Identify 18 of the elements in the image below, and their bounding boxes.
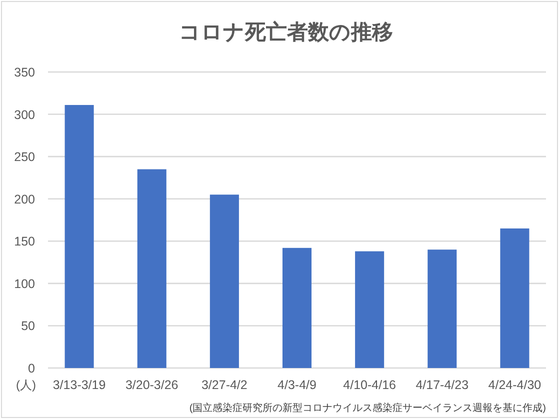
x-tick-label: 3/20-3/26 bbox=[125, 378, 178, 392]
ylabel: (人) bbox=[16, 378, 36, 392]
y-tick-label: 150 bbox=[14, 234, 36, 249]
x-tick-label: 4/17-4/23 bbox=[416, 378, 469, 392]
y-tick-label: 100 bbox=[14, 276, 36, 291]
y-tick-label: 200 bbox=[14, 192, 36, 206]
y-tick-label: 50 bbox=[21, 319, 36, 334]
x-tick-label: 3/13-3/19 bbox=[52, 378, 106, 392]
y-tick-label: 350 bbox=[14, 66, 36, 80]
title: コロナ死亡者数の推移 bbox=[179, 21, 393, 44]
x-tick-label: 4/10-4/16 bbox=[343, 378, 396, 392]
x-tick-label: 4/3-4/9 bbox=[278, 378, 317, 392]
x-tick-label: 4/24-4/30 bbox=[488, 378, 542, 392]
y-tick-label: 0 bbox=[28, 362, 36, 376]
y-tick-label: 250 bbox=[14, 150, 36, 164]
x-tick-label: 3/27-4/2 bbox=[201, 378, 248, 392]
y-tick-label: 300 bbox=[14, 108, 36, 122]
annotation: (国立感染症研究所の新型コロナウイルス感染症サーベイランス週報を基に作成) bbox=[189, 403, 546, 414]
